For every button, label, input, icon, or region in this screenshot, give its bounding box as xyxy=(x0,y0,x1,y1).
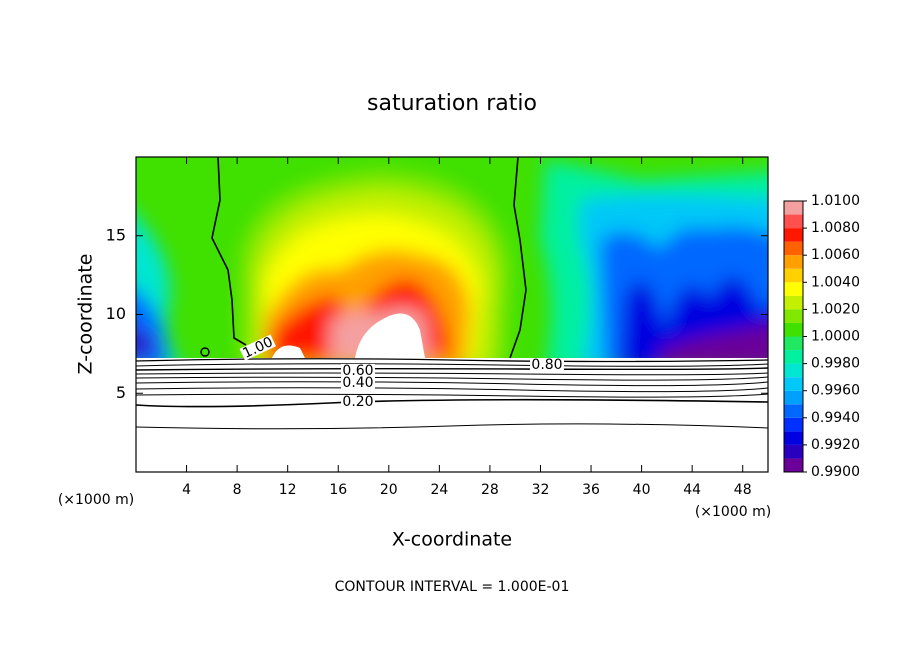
field-blob xyxy=(660,324,768,358)
colorbar-tick-label: 1.0040 xyxy=(811,274,860,290)
colorbar-band xyxy=(784,228,803,242)
x-tick-label: 44 xyxy=(683,482,701,498)
colorbar-tick-label: 0.9960 xyxy=(811,383,860,399)
y-tick-label: 5 xyxy=(116,383,126,402)
unsaturated-region xyxy=(272,345,305,358)
colorbar-band xyxy=(784,458,803,472)
colorbar-band xyxy=(784,404,803,418)
colorbar-tick-label: 0.9900 xyxy=(811,464,860,480)
x-tick-label: 20 xyxy=(380,482,398,498)
y-tick-label: 15 xyxy=(106,225,126,244)
x-tick-label: 28 xyxy=(481,482,499,498)
field xyxy=(136,157,768,358)
colorbar-tick-label: 1.0060 xyxy=(811,247,860,263)
colorbar-tick-label: 1.0100 xyxy=(811,193,860,209)
contour-label-bg xyxy=(341,364,375,377)
footer-note: CONTOUR INTERVAL = 1.000E-01 xyxy=(335,579,570,595)
colorbar-band xyxy=(784,282,803,296)
x-tick-label: 24 xyxy=(430,482,448,498)
x-tick-label: 32 xyxy=(532,482,550,498)
x-tick-label: 40 xyxy=(633,482,651,498)
contour-label: 0.20 xyxy=(342,394,373,410)
colorbar-band xyxy=(784,309,803,323)
colorbar-band xyxy=(784,255,803,269)
colorbar-band xyxy=(784,241,803,256)
y-axis-label: Z-coordinate xyxy=(75,254,97,375)
colorbar-tick-label: 0.9940 xyxy=(811,410,860,426)
field-blob xyxy=(136,328,160,356)
x-tick-label: 4 xyxy=(182,482,191,498)
chart-title: saturation ratio xyxy=(367,91,537,116)
colorbar-tick-label: 1.0000 xyxy=(811,329,860,345)
x-unit-label: (×1000 m) xyxy=(58,492,134,508)
y-tick-label: 10 xyxy=(106,304,126,323)
contour-label-bg xyxy=(530,358,564,371)
contour-label-bg xyxy=(239,334,276,361)
contour-label: 0.60 xyxy=(342,363,373,379)
colorbar-band xyxy=(784,350,803,364)
unsaturated-region xyxy=(355,313,425,358)
x-tick-label: 36 xyxy=(582,482,600,498)
colorbar-band xyxy=(784,336,803,351)
colorbar-band xyxy=(784,363,803,378)
x-tick-label: 48 xyxy=(734,482,752,498)
colorbar-band xyxy=(784,444,803,459)
colorbar-band xyxy=(784,417,803,432)
colorbar-tick-label: 0.9920 xyxy=(811,437,860,453)
x-tick-label: 12 xyxy=(279,482,297,498)
x-unit-label: (×1000 m) xyxy=(695,504,771,520)
contour-label-bg xyxy=(341,395,375,408)
colorbar-band xyxy=(784,214,803,229)
colorbar-band xyxy=(784,295,803,310)
contour-label: 0.40 xyxy=(342,375,373,391)
colorbar-band xyxy=(784,268,803,283)
x-tick-label: 16 xyxy=(329,482,347,498)
colorbar-tick-label: 0.9980 xyxy=(811,356,860,372)
colorbar-band xyxy=(784,201,803,215)
colorbar-tick-label: 1.0020 xyxy=(811,301,860,317)
contour-label-bg xyxy=(341,376,375,389)
colorbar-band xyxy=(784,377,803,391)
x-tick-label: 8 xyxy=(233,482,242,498)
colorbar-band xyxy=(784,322,803,337)
colorbar-band xyxy=(784,390,803,405)
colorbar-band xyxy=(784,431,803,445)
x-axis-label: X-coordinate xyxy=(392,529,512,551)
contour-label: 0.80 xyxy=(531,357,562,373)
colorbar-tick-label: 1.0080 xyxy=(811,220,860,236)
